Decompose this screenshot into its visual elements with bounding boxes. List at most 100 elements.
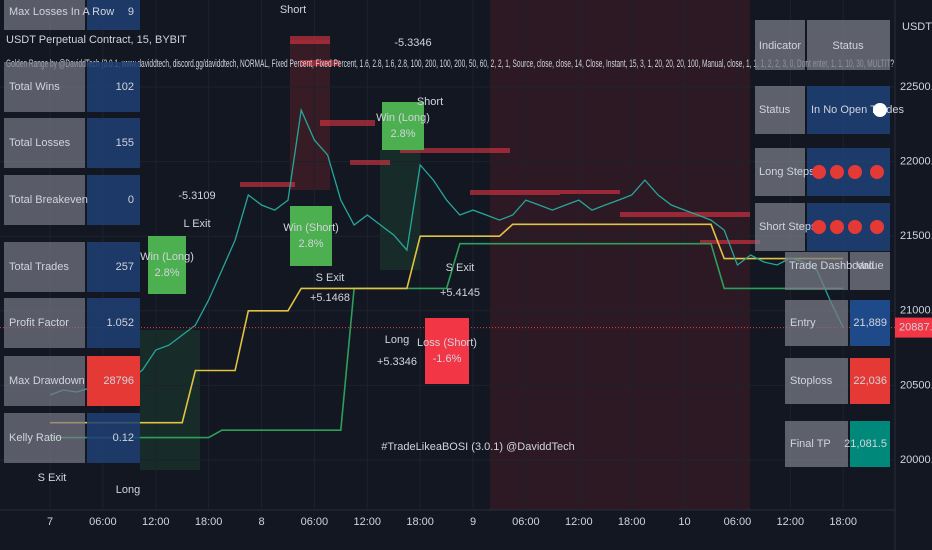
step-icon <box>812 165 826 179</box>
dashboard-label: Stoploss <box>790 375 833 387</box>
stat-value-cell <box>87 242 140 292</box>
x-tick-label: 06:00 <box>512 516 540 528</box>
dashboard-label: Final TP <box>790 438 831 450</box>
x-tick-label: 12:00 <box>142 516 170 528</box>
stat-value-cell <box>87 0 140 30</box>
order-box <box>240 182 295 187</box>
trade-label-result: 2.8% <box>390 128 415 140</box>
dashboard-header: Value <box>856 260 883 272</box>
x-tick-label: 7 <box>47 516 53 528</box>
step-icon <box>870 165 884 179</box>
stat-value-cell <box>87 298 140 348</box>
dashboard-header: Trade Dashboard <box>789 260 874 272</box>
x-tick-label: 18:00 <box>829 516 857 528</box>
indicator-line <box>50 242 844 439</box>
annotation: -5.3109 <box>178 190 215 202</box>
indicator-line <box>50 223 844 424</box>
x-tick-label: 8 <box>258 516 264 528</box>
stat-label: Max Drawdown <box>9 375 85 387</box>
status-icon <box>873 103 887 117</box>
header-cell <box>807 20 890 70</box>
trade-label-title: Win (Short) <box>283 222 339 234</box>
stat-label: Profit Factor <box>9 317 69 329</box>
indicator-settings: Golden Range by @DaviddTech (3.0.1, www.… <box>6 58 894 70</box>
annotation: +5.1468 <box>310 292 350 304</box>
order-box <box>620 212 750 217</box>
dashboard-label-cell <box>785 300 848 346</box>
stat-value: 28796 <box>103 375 134 387</box>
y-tick-label: 20000.0 <box>900 454 932 466</box>
x-tick-label: 10 <box>678 516 690 528</box>
annotation: Long <box>116 484 140 496</box>
dashboard-header-cell <box>850 252 890 290</box>
x-tick-label: 18:00 <box>618 516 646 528</box>
dashboard-header-cell <box>785 252 848 290</box>
dashboard-label: Entry <box>790 317 816 329</box>
x-tick-label: 12:00 <box>565 516 593 528</box>
dashboard-value-cell <box>850 421 890 467</box>
header-label: Indicator <box>759 40 802 52</box>
x-tick-label: 06:00 <box>724 516 752 528</box>
step-icon <box>812 220 826 234</box>
stat-value-cell <box>87 62 140 112</box>
stat-value: 9 <box>128 6 134 18</box>
annotation: -5.3346 <box>394 37 431 49</box>
stat-value: 257 <box>116 261 134 273</box>
order-box <box>560 190 620 194</box>
status-label: Status <box>759 104 791 116</box>
order-box <box>400 148 510 153</box>
short-zone <box>490 0 750 510</box>
annotation: +5.4145 <box>440 287 480 299</box>
annotation: Short <box>417 96 443 108</box>
stat-label-cell <box>4 175 85 225</box>
stat-value-cell <box>87 413 140 463</box>
dashboard-value: 22,036 <box>853 375 887 387</box>
order-box <box>700 240 760 244</box>
status-label-cell <box>755 86 805 134</box>
step-icon <box>830 220 844 234</box>
x-tick-label: 12:00 <box>777 516 805 528</box>
x-tick-label: 06:00 <box>301 516 329 528</box>
trade-label-title: Win (Long) <box>140 251 194 263</box>
x-tick-label: 18:00 <box>195 516 223 528</box>
stat-label-cell <box>4 298 85 348</box>
price-line <box>49 107 844 396</box>
status-label: Short Steps <box>759 221 817 233</box>
stat-label: Max Losses In A Row <box>9 6 114 18</box>
annotation: Short <box>280 4 306 16</box>
header-label: Status <box>832 40 864 52</box>
long-zone <box>140 330 200 470</box>
stat-label-cell <box>4 356 85 406</box>
order-box <box>320 120 375 126</box>
order-box <box>470 190 560 195</box>
annotation: S Exit <box>316 272 345 284</box>
trade-label-result: 2.8% <box>298 238 323 250</box>
stat-label-cell <box>4 242 85 292</box>
status-value: In No Open Trades <box>811 104 904 116</box>
status-label-cell <box>755 148 805 196</box>
x-tick-label: 06:00 <box>89 516 117 528</box>
y-tick-label: 22000.0 <box>900 156 932 168</box>
status-label: Long Steps <box>759 166 815 178</box>
annotation: +5.3346 <box>377 356 417 368</box>
trade-label-box <box>148 236 186 294</box>
stat-label: Total Losses <box>9 137 71 149</box>
stat-label: Kelly Ratio <box>9 432 62 444</box>
annotation: S Exit <box>446 262 475 274</box>
symbol: USDT Perpetual Contract, 15, BYBIT <box>6 34 187 46</box>
step-icon <box>830 165 844 179</box>
stat-label-cell <box>4 0 85 30</box>
stat-label-cell <box>4 62 85 112</box>
stat-label: Total Breakeven <box>9 194 88 206</box>
watermark: #TradeLikeaBOSI (3.0.1) @DaviddTech <box>381 441 575 453</box>
last-price-label: 20887.5 <box>899 321 932 333</box>
step-icon <box>848 165 862 179</box>
trade-label-box <box>290 206 332 266</box>
order-box <box>350 160 390 165</box>
y-tick-label: 20500.0 <box>900 379 932 391</box>
stat-value: 0.12 <box>113 432 134 444</box>
dashboard-label-cell <box>785 421 848 467</box>
order-box <box>300 60 340 66</box>
annotation: L Exit <box>183 218 210 230</box>
